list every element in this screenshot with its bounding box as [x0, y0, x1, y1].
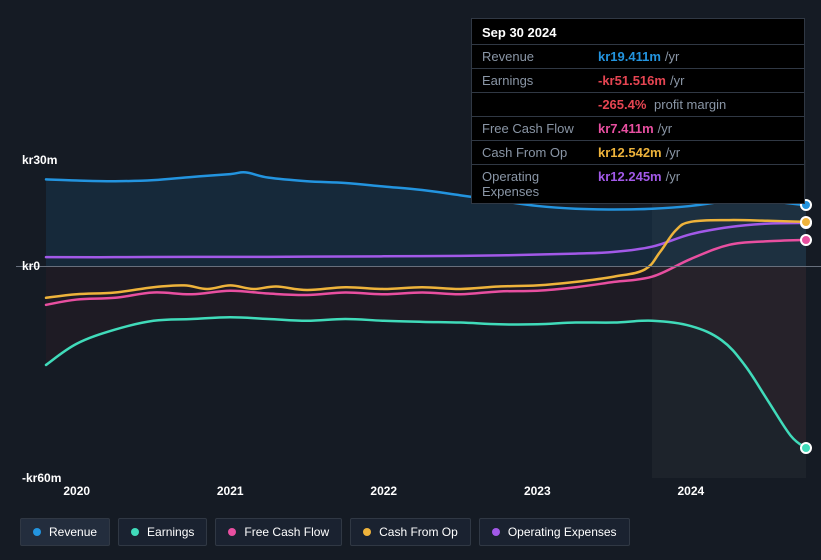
tooltip-row: -265.4% profit margin	[472, 93, 804, 117]
x-axis: 2020 2021 2022 2023 2024	[16, 484, 805, 502]
series-end-marker	[800, 442, 812, 454]
tooltip-row-value: kr7.411m/yr	[598, 121, 672, 136]
legend-label: Revenue	[49, 525, 97, 539]
tooltip-row-value: kr19.411m/yr	[598, 49, 679, 64]
tooltip-row-label: Operating Expenses	[482, 169, 598, 199]
tooltip-row-label: Earnings	[482, 73, 598, 88]
tooltip-row: Cash From Opkr12.542m/yr	[472, 141, 804, 165]
y-axis-label: kr30m	[22, 153, 57, 167]
zero-gridline	[16, 266, 821, 267]
series-end-marker	[800, 234, 812, 246]
tooltip-row: Earnings-kr51.516m/yr	[472, 69, 804, 93]
legend-label: Earnings	[147, 525, 194, 539]
legend-item[interactable]: Operating Expenses	[479, 518, 630, 546]
tooltip-date: Sep 30 2024	[472, 19, 804, 45]
tooltip-row-value: kr12.542m/yr	[598, 145, 680, 160]
y-axis-label: -kr60m	[22, 471, 61, 485]
chart-legend: Revenue Earnings Free Cash Flow Cash From O…	[20, 518, 630, 546]
tooltip-row: Revenuekr19.411m/yr	[472, 45, 804, 69]
tooltip-row: Free Cash Flowkr7.411m/yr	[472, 117, 804, 141]
tooltip-row: Operating Expenseskr12.245m/yr	[472, 165, 804, 203]
legend-item[interactable]: Cash From Op	[350, 518, 471, 546]
legend-swatch	[228, 528, 236, 536]
x-axis-label: 2022	[370, 484, 397, 498]
legend-item[interactable]: Revenue	[20, 518, 110, 546]
tooltip-row-label: Cash From Op	[482, 145, 598, 160]
legend-label: Free Cash Flow	[244, 525, 329, 539]
legend-swatch	[492, 528, 500, 536]
x-axis-label: 2023	[524, 484, 551, 498]
x-axis-label: 2024	[677, 484, 704, 498]
legend-label: Cash From Op	[379, 525, 458, 539]
tooltip-row-value: kr12.245m/yr	[598, 169, 680, 199]
x-axis-label: 2020	[63, 484, 90, 498]
x-axis-label: 2021	[217, 484, 244, 498]
tooltip-row-label: Free Cash Flow	[482, 121, 598, 136]
legend-label: Operating Expenses	[508, 525, 617, 539]
chart-container: Sep 30 2024 Revenuekr19.411m/yrEarnings-…	[0, 0, 821, 560]
tooltip-row-label: Revenue	[482, 49, 598, 64]
series-line	[46, 317, 806, 448]
chart-plot	[16, 160, 806, 478]
chart-tooltip: Sep 30 2024 Revenuekr19.411m/yrEarnings-…	[471, 18, 805, 204]
legend-item[interactable]: Free Cash Flow	[215, 518, 342, 546]
legend-swatch	[363, 528, 371, 536]
legend-item[interactable]: Earnings	[118, 518, 207, 546]
tooltip-row-value: -kr51.516m/yr	[598, 73, 684, 88]
legend-swatch	[33, 528, 41, 536]
series-end-marker	[800, 216, 812, 228]
legend-swatch	[131, 528, 139, 536]
y-axis-label: kr0	[22, 259, 40, 273]
